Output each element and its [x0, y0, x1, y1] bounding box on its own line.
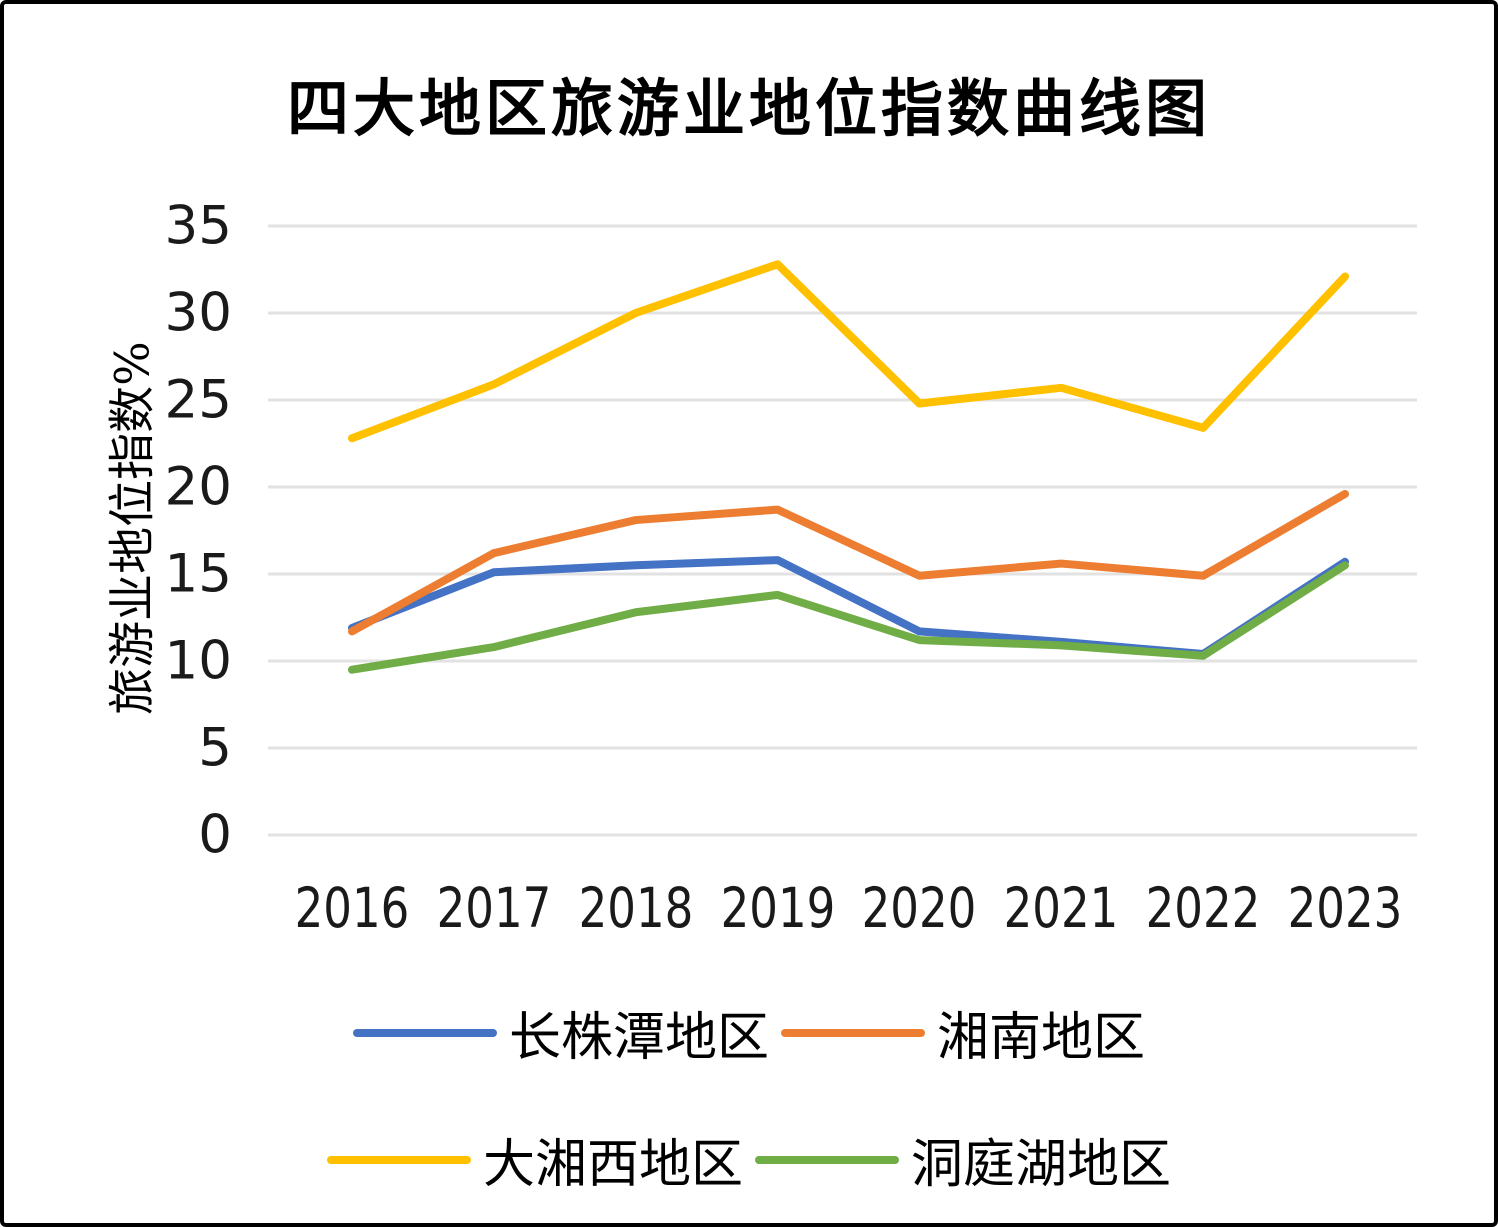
series-line-2	[348, 260, 1349, 443]
x-tick-label: 2017	[436, 876, 552, 940]
legend-line-swatch-blue	[352, 1028, 497, 1037]
legend-line-swatch-yellow	[326, 1155, 471, 1164]
x-tick-label: 2018	[578, 876, 694, 940]
y-tick-label: 0	[198, 804, 232, 866]
legend-label: 长株潭地区	[508, 1008, 769, 1068]
legend-item-daxiangxi: 大湘西地区	[326, 1122, 743, 1197]
y-tick-label: 30	[164, 282, 232, 344]
chart-title: 四大地区旅游业地位指数曲线图	[286, 72, 1211, 145]
legend-row-1: 长株潭地区 湘南地区	[352, 995, 1145, 1070]
x-tick-label: 2016	[294, 876, 410, 940]
x-tick-label: 2019	[720, 876, 835, 940]
chart-legend: 长株潭地区 湘南地区 大湘西地区 洞庭湖地区	[0, 995, 1498, 1197]
y-tick-label: 25	[164, 369, 232, 431]
y-tick-label: 5	[198, 717, 232, 779]
legend-line-swatch-orange	[781, 1028, 925, 1037]
series-line-1	[348, 489, 1349, 636]
legend-line-swatch-green	[755, 1155, 899, 1164]
legend-row-2: 大湘西地区 洞庭湖地区	[326, 1122, 1171, 1197]
legend-label: 大湘西地区	[482, 1135, 743, 1195]
series-line-3	[348, 561, 1349, 674]
y-tick-label: 15	[164, 543, 232, 605]
x-tick-label: 2023	[1287, 876, 1403, 940]
legend-item-xiangnan: 湘南地区	[781, 995, 1145, 1070]
x-tick-label: 2021	[1003, 876, 1119, 940]
y-tick-label: 10	[164, 630, 232, 692]
legend-label: 洞庭湖地区	[911, 1135, 1172, 1195]
x-tick-label: 2020	[862, 876, 977, 940]
x-tick-label: 2022	[1145, 876, 1261, 940]
y-tick-label: 35	[164, 195, 232, 257]
legend-label: 湘南地区	[937, 1008, 1146, 1068]
legend-item-dongtinghu: 洞庭湖地区	[755, 1122, 1171, 1197]
legend-item-changzhutan: 长株潭地区	[352, 995, 769, 1070]
y-tick-label: 20	[164, 456, 232, 518]
